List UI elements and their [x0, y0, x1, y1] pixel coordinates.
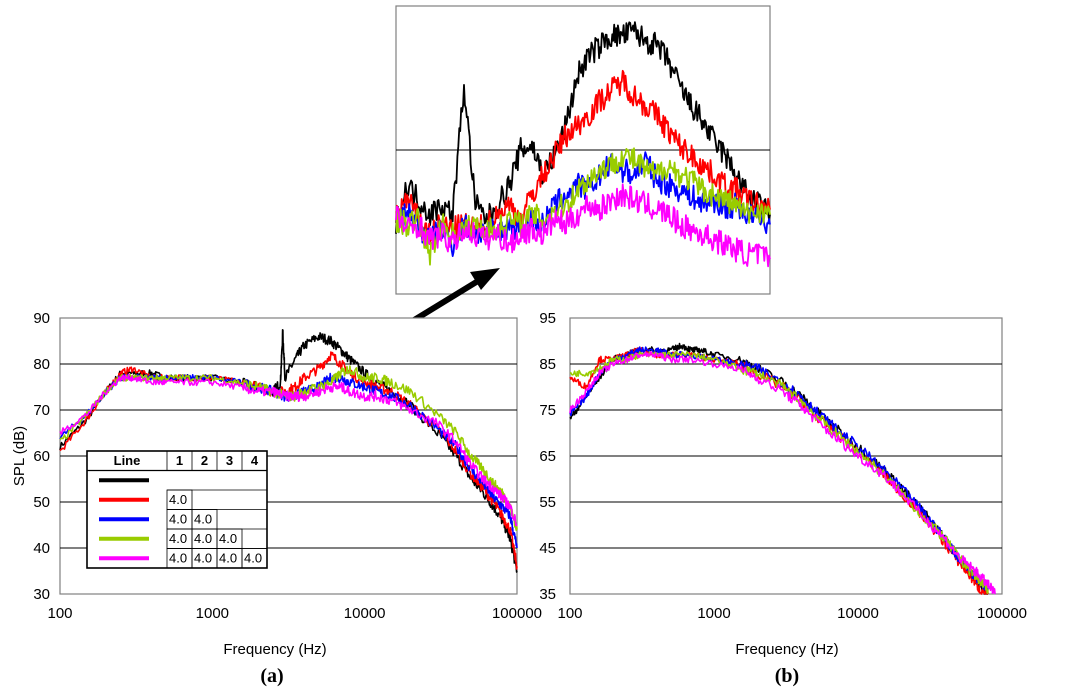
y-tick-label: 75 [539, 402, 556, 419]
inset-series-line [395, 183, 771, 268]
panel-a-x-ticks: 100 1000 10000 100000 [47, 605, 542, 622]
y-tick-label: 40 [33, 540, 50, 557]
x-tick-label: 100 [557, 605, 582, 622]
inset-series-line [395, 69, 771, 246]
y-tick-label: 30 [33, 586, 50, 603]
y-tick-label: 80 [33, 356, 50, 373]
x-tick-label: 100000 [977, 605, 1027, 622]
y-tick-label: 35 [539, 586, 556, 603]
panel-b: 35 45 55 65 75 85 95 100 1000 10000 100000 Freque… [539, 310, 1027, 687]
x-tick-label: 10000 [344, 605, 386, 622]
legend-cell: 4.0 [169, 512, 187, 527]
legend-cell: 4.0 [194, 551, 212, 566]
series-line [59, 373, 518, 527]
y-tick-label: 65 [539, 448, 556, 465]
legend-cell: 4.0 [244, 551, 262, 566]
legend-header-cell: 3 [226, 453, 233, 468]
inset-series-line [395, 21, 771, 234]
panel-b-gridlines [570, 363, 1002, 549]
panel-b-x-axis-label: Frequency (Hz) [735, 641, 838, 658]
panel-a-y-axis-label: SPL (dB) [11, 426, 28, 486]
legend-header-cell: 1 [176, 453, 183, 468]
y-tick-label: 90 [33, 310, 50, 327]
y-tick-label: 50 [33, 494, 50, 511]
panel-a: 30 40 50 60 70 80 90 100 1000 10000 100000 Freque… [11, 310, 542, 687]
legend-cell: 4.0 [194, 512, 212, 527]
x-tick-label: 100 [47, 605, 72, 622]
series-line [59, 328, 518, 573]
panel-a-label: (a) [260, 665, 283, 687]
zoom-arrow-head [470, 268, 500, 290]
x-tick-label: 1000 [697, 605, 730, 622]
inset-panel [395, 5, 771, 295]
legend-cell: 4.0 [194, 531, 212, 546]
panel-b-x-ticks: 100 1000 10000 100000 [557, 605, 1027, 622]
legend-header-cell: Line [114, 453, 141, 468]
legend-cell: 4.0 [219, 531, 237, 546]
y-tick-label: 95 [539, 310, 556, 327]
panel-a-x-axis-label: Frequency (Hz) [223, 641, 326, 658]
panel-b-label: (b) [775, 665, 799, 687]
y-tick-label: 45 [539, 540, 556, 557]
inset-series-group [395, 21, 771, 268]
legend-header-cell: 2 [201, 453, 208, 468]
legend-cell: 4.0 [169, 531, 187, 546]
y-tick-label: 55 [539, 494, 556, 511]
panel-a-series-group [59, 328, 518, 573]
y-tick-label: 85 [539, 356, 556, 373]
legend-cell: 4.0 [219, 551, 237, 566]
legend-cell: 4.0 [169, 551, 187, 566]
panel-b-series-group [569, 342, 996, 595]
legend-cell: 4.0 [169, 492, 187, 507]
legend-cell-border [241, 548, 268, 569]
y-tick-label: 70 [33, 402, 50, 419]
x-tick-label: 100000 [492, 605, 542, 622]
series-line [59, 365, 518, 532]
series-line [569, 350, 996, 595]
x-tick-label: 1000 [196, 605, 229, 622]
panel-b-y-ticks: 35 45 55 65 75 85 95 [539, 310, 556, 603]
x-tick-label: 10000 [837, 605, 879, 622]
y-tick-label: 60 [33, 448, 50, 465]
panel-a-y-ticks: 30 40 50 60 70 80 90 [33, 310, 50, 603]
legend-table: Line 1 2 3 4 4.0 4.0 4.0 4.0 4.0 4.0 4.0 4.0 4.0 4.0 [86, 450, 268, 569]
legend-header-cell: 4 [251, 453, 259, 468]
